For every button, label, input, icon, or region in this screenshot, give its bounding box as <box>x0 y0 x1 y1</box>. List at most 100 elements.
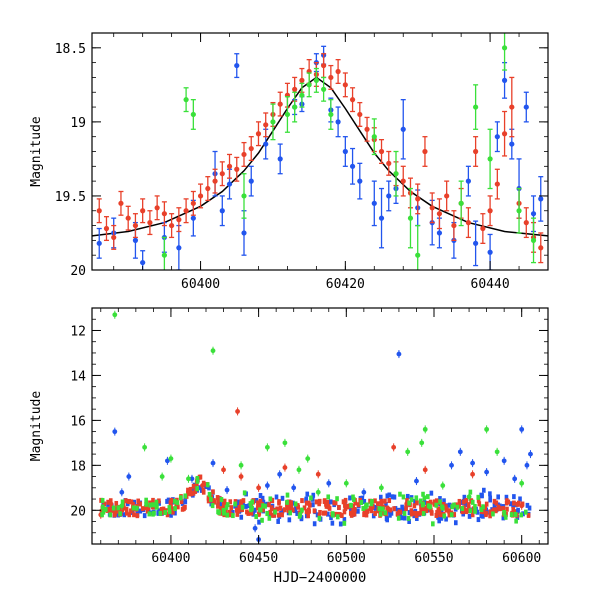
data-point <box>386 193 392 199</box>
data-point <box>503 514 508 520</box>
data-point <box>241 151 247 158</box>
outlier-point <box>519 426 525 432</box>
data-point <box>124 510 129 516</box>
outlier-point <box>291 485 297 491</box>
data-point <box>255 131 262 137</box>
data-point <box>462 499 466 505</box>
outlier-point <box>470 460 475 466</box>
data-point <box>112 509 117 515</box>
data-point <box>523 220 529 226</box>
data-point <box>343 502 347 508</box>
data-point <box>173 498 177 504</box>
data-point <box>426 494 430 500</box>
data-point <box>118 506 123 512</box>
data-point <box>414 495 419 501</box>
data-point <box>356 508 360 514</box>
data-point <box>176 217 182 223</box>
outlier-point <box>277 471 283 477</box>
data-point <box>312 508 317 514</box>
x-tick-label: 60420 <box>326 277 365 292</box>
model-curve <box>92 76 548 237</box>
outlier-point <box>238 462 244 468</box>
data-point <box>179 499 184 505</box>
data-point <box>186 487 190 493</box>
data-point <box>346 503 351 509</box>
data-point <box>386 160 392 166</box>
data-point <box>369 508 374 514</box>
data-point <box>331 512 335 518</box>
bottom-y-axis-label: Magnitude <box>29 391 44 462</box>
data-point <box>440 504 444 510</box>
data-point <box>216 503 220 509</box>
x-tick-label: 60400 <box>151 551 190 566</box>
data-point <box>201 480 206 486</box>
data-point <box>161 211 167 217</box>
data-point <box>501 77 508 83</box>
data-point <box>351 508 355 514</box>
data-point <box>526 512 531 518</box>
data-point <box>152 510 156 516</box>
outlier-point <box>405 449 411 455</box>
outlier-point <box>470 471 475 477</box>
data-point <box>317 501 321 507</box>
data-point <box>412 510 417 516</box>
data-point <box>398 509 403 515</box>
data-point <box>287 517 292 523</box>
data-point <box>390 494 395 500</box>
data-point <box>253 507 257 513</box>
data-point <box>343 506 348 512</box>
data-point <box>415 516 419 522</box>
data-point <box>289 501 294 507</box>
data-point <box>436 230 443 236</box>
data-point <box>195 478 200 484</box>
outlier-point <box>168 456 174 461</box>
data-point <box>444 507 449 513</box>
data-point <box>307 500 311 506</box>
data-point <box>206 498 211 504</box>
outlier-point <box>466 494 472 500</box>
data-point <box>219 171 225 177</box>
data-point <box>371 200 377 206</box>
data-point <box>280 508 285 514</box>
data-point <box>501 131 508 137</box>
data-point <box>183 493 188 499</box>
data-point <box>258 507 262 513</box>
data-point <box>189 491 193 497</box>
data-point <box>272 512 277 518</box>
outlier-point <box>343 480 349 486</box>
data-point <box>338 512 342 518</box>
data-point <box>496 494 500 500</box>
data-point <box>497 506 502 512</box>
data-point <box>491 507 496 513</box>
data-point <box>444 193 450 199</box>
data-point <box>219 502 224 508</box>
data-point <box>389 510 394 516</box>
data-point <box>175 500 180 506</box>
data-point <box>278 505 283 511</box>
data-point <box>138 501 142 507</box>
data-point <box>341 499 346 505</box>
data-point <box>378 511 383 517</box>
data-point <box>458 200 464 206</box>
data-point <box>120 499 125 505</box>
data-point <box>326 504 331 510</box>
data-point <box>157 498 161 504</box>
data-point <box>322 498 327 504</box>
data-point <box>312 521 317 527</box>
outlier-point <box>524 462 530 468</box>
outlier-point <box>396 351 402 357</box>
data-point <box>207 491 212 497</box>
data-point <box>476 517 481 523</box>
data-point <box>364 126 370 132</box>
data-point <box>504 494 509 500</box>
data-point <box>299 92 305 98</box>
data-point <box>171 509 175 515</box>
data-point <box>226 163 233 169</box>
data-point <box>256 511 261 517</box>
bottom-x-axis-label: HJD−2400000 <box>274 570 367 586</box>
data-point <box>460 506 465 512</box>
data-point <box>387 492 392 498</box>
data-point <box>328 74 334 81</box>
data-point <box>527 505 532 511</box>
data-point <box>244 503 248 509</box>
